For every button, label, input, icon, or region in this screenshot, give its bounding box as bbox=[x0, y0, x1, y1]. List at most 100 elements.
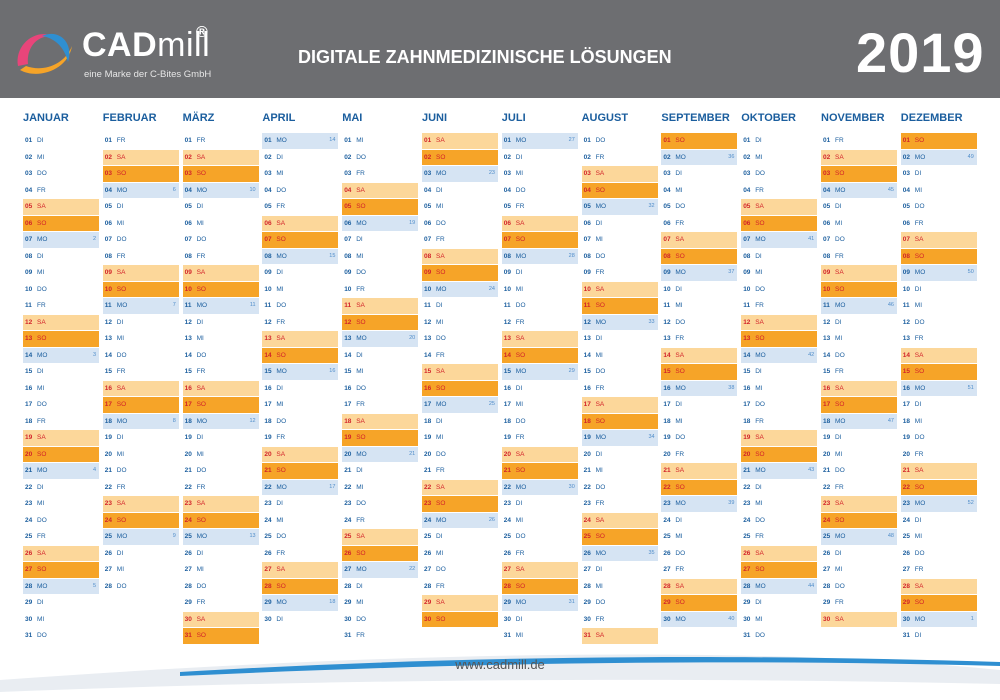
day-row: 14 DO bbox=[102, 346, 179, 364]
weekday-label: MO bbox=[356, 450, 367, 458]
weekday-label: FR bbox=[595, 384, 605, 392]
weekday-label: SO bbox=[835, 516, 845, 524]
weekday-label: DI bbox=[436, 186, 443, 194]
month-title: APRIL bbox=[262, 112, 296, 124]
day-row: 23 SO bbox=[422, 495, 498, 512]
day-row: 21 SO bbox=[501, 462, 578, 479]
day-number: 13 bbox=[823, 335, 831, 342]
day-number: 18 bbox=[503, 417, 512, 425]
day-number: 15 bbox=[902, 368, 911, 375]
weekday-label: FR bbox=[356, 516, 365, 524]
day-row: 12 DI bbox=[102, 313, 179, 331]
day-row: 01 DO bbox=[581, 132, 658, 149]
weekday-label: MO bbox=[116, 533, 128, 540]
weekday-label: DO bbox=[356, 269, 366, 276]
day-number: 22 bbox=[823, 483, 831, 491]
day-row: 22 MO 30 bbox=[501, 478, 578, 495]
day-row: 25 SA bbox=[342, 528, 419, 545]
day-row: 05 DI bbox=[182, 198, 259, 215]
day-row: 20 MI bbox=[102, 445, 179, 463]
calendar-week-number: 36 bbox=[728, 153, 735, 160]
weekday-label: DI bbox=[835, 549, 842, 557]
day-row: 30 FR bbox=[581, 610, 658, 628]
day-number: 17 bbox=[104, 401, 113, 408]
day-row: 15 MO 29 bbox=[501, 363, 578, 380]
weekday-label: SO bbox=[675, 483, 685, 491]
day-row: 29 SO bbox=[661, 594, 738, 611]
weekday-label: MI bbox=[436, 549, 444, 557]
day-number: 03 bbox=[25, 170, 33, 177]
day-row: 21 DO bbox=[821, 462, 897, 479]
day-number: 04 bbox=[743, 186, 751, 194]
day-number: 18 bbox=[264, 417, 272, 425]
day-number: 29 bbox=[503, 599, 512, 606]
day-number: 08 bbox=[743, 252, 751, 260]
calendar-grid: JANUAR 01 DI 02 MI 03 DO 04 FR 05 SA 06 SO 07 MO 2 08 DI 0… bbox=[23, 110, 981, 650]
day-number: 14 bbox=[424, 351, 432, 359]
day-number: 31 bbox=[743, 632, 751, 639]
day-number: 18 bbox=[902, 417, 911, 425]
weekday-label: MO bbox=[37, 236, 48, 243]
day-row: 01 FR bbox=[102, 132, 179, 149]
weekday-label: DI bbox=[196, 318, 204, 326]
day-number: 27 bbox=[583, 566, 591, 573]
day-number: 18 bbox=[663, 417, 671, 425]
day-row: 09 MI bbox=[23, 264, 99, 281]
day-number: 13 bbox=[743, 335, 751, 342]
day-row: 01 MO 27 bbox=[501, 132, 578, 149]
calendar-week-number: 7 bbox=[172, 302, 176, 308]
weekday-label: DO bbox=[595, 599, 606, 606]
day-number: 19 bbox=[663, 434, 671, 441]
weekday-label: DI bbox=[515, 269, 523, 276]
day-row: 26 MI bbox=[422, 544, 498, 562]
day-row: 04 MO 10 bbox=[182, 181, 259, 198]
day-row: 15 SO bbox=[661, 363, 738, 380]
footer-url[interactable]: www.cadmill.de bbox=[455, 657, 545, 672]
day-row: 05 DI bbox=[102, 198, 179, 215]
weekday-label: SA bbox=[116, 153, 126, 161]
weekday-label: MI bbox=[356, 599, 364, 606]
weekday-label: SO bbox=[116, 516, 127, 524]
weekday-label: FR bbox=[116, 368, 126, 375]
day-row: 18 FR bbox=[23, 412, 99, 430]
weekday-label: FR bbox=[37, 417, 46, 425]
calendar-week-number: 46 bbox=[887, 302, 894, 308]
day-number: 05 bbox=[184, 203, 192, 210]
day-number: 15 bbox=[663, 368, 671, 375]
weekday-label: DI bbox=[116, 549, 124, 557]
calendar-week-number: 51 bbox=[967, 384, 974, 391]
day-row: 09 MI bbox=[741, 264, 818, 281]
weekday-label: FR bbox=[835, 483, 844, 491]
day-number: 25 bbox=[104, 533, 113, 540]
weekday-label: DO bbox=[356, 153, 366, 161]
day-number: 07 bbox=[503, 236, 512, 243]
day-number: 02 bbox=[743, 153, 751, 161]
day-row: 14 SA bbox=[661, 346, 738, 363]
weekday-label: SO bbox=[675, 368, 685, 375]
weekday-label: DI bbox=[37, 483, 44, 491]
day-row: 03 DI bbox=[900, 165, 977, 182]
day-row: 21 SA bbox=[661, 462, 738, 479]
day-row: 09 SO bbox=[422, 264, 498, 281]
day-number: 10 bbox=[184, 285, 192, 293]
day-row: 16 SA bbox=[182, 379, 259, 396]
calendar-week-number: 34 bbox=[648, 434, 655, 440]
day-number: 12 bbox=[25, 318, 33, 326]
calendar-week-number: 18 bbox=[329, 599, 336, 605]
day-number: 23 bbox=[663, 500, 671, 507]
day-number: 07 bbox=[902, 236, 911, 243]
calendar-week-number: 9 bbox=[172, 533, 176, 539]
day-number: 21 bbox=[902, 467, 911, 474]
day-number: 11 bbox=[823, 302, 830, 309]
weekday-label: FR bbox=[835, 368, 844, 375]
day-row: 01 DI bbox=[23, 132, 99, 149]
day-number: 06 bbox=[184, 219, 192, 227]
day-number: 29 bbox=[184, 599, 192, 606]
day-number: 23 bbox=[902, 500, 911, 507]
weekday-label: MI bbox=[37, 384, 45, 392]
weekday-label: DI bbox=[914, 632, 922, 639]
day-number: 26 bbox=[663, 549, 671, 557]
day-row: 07 MO 41 bbox=[741, 231, 818, 248]
day-number: 20 bbox=[25, 450, 33, 458]
month-column-juni: JUNI 01 SA 02 SO 03 MO 23 04 DI 05 MI 06 DO 07 FR 08 SA 09… bbox=[422, 110, 498, 627]
